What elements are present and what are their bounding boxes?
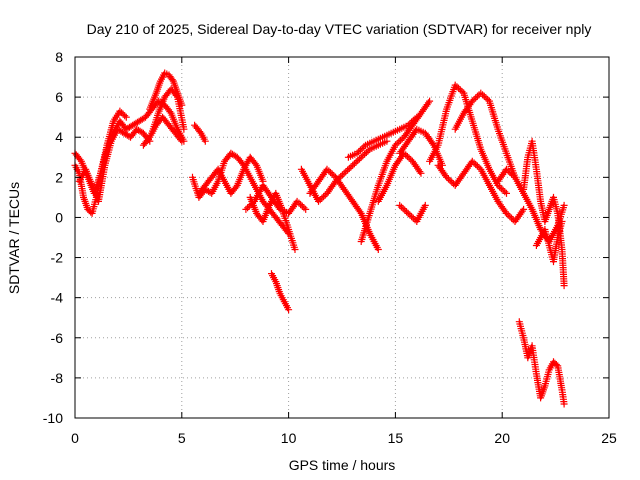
series-track-9 xyxy=(195,153,267,197)
plus-markers xyxy=(434,157,528,225)
x-axis-label: GPS time / hours xyxy=(289,457,396,473)
y-tick-label: -10 xyxy=(43,410,63,426)
y-tick-label: -2 xyxy=(51,250,64,266)
y-axis-label: SDTVAR / TECUs xyxy=(6,182,22,294)
series-track-11 xyxy=(242,181,310,217)
series-track-1 xyxy=(71,97,188,197)
x-tick-label: 25 xyxy=(601,430,617,446)
plus-markers xyxy=(139,113,186,149)
plus-markers xyxy=(374,149,425,205)
y-tick-label: 6 xyxy=(55,89,63,105)
plus-markers xyxy=(515,318,568,408)
plus-markers xyxy=(191,121,209,145)
plus-markers xyxy=(520,137,568,290)
series-track-26 xyxy=(515,318,568,408)
series-track-4 xyxy=(146,69,186,113)
series-track-17 xyxy=(396,125,446,169)
y-tick-label: 2 xyxy=(55,169,63,185)
series-track-24 xyxy=(520,137,568,290)
series-track-3 xyxy=(75,125,154,205)
plus-markers xyxy=(75,125,154,205)
series-line xyxy=(454,92,516,178)
plus-markers xyxy=(344,113,421,161)
series-track-19 xyxy=(396,201,429,225)
y-tick-label: 0 xyxy=(55,209,63,225)
y-tick-label: 4 xyxy=(55,129,63,145)
y-tick-label: -4 xyxy=(51,290,64,306)
plus-markers xyxy=(195,153,267,197)
x-tick-label: 5 xyxy=(178,430,186,446)
plus-markers xyxy=(357,97,434,245)
grid-layer xyxy=(75,57,609,418)
tick-layer xyxy=(74,56,610,419)
y-tick-labels: -10 -8 -6 -4 -2 0 2 4 6 8 xyxy=(43,49,63,426)
plus-markers xyxy=(297,137,391,205)
plus-markers xyxy=(426,81,510,197)
y-tick-label: 8 xyxy=(55,49,63,65)
series-track-20 xyxy=(426,81,510,197)
series-track-22 xyxy=(434,157,528,225)
x-tick-label: 15 xyxy=(388,430,404,446)
series-track-7 xyxy=(191,121,209,145)
y-tick-label: -6 xyxy=(51,330,64,346)
plus-markers xyxy=(396,201,429,225)
plus-markers xyxy=(71,97,188,197)
x-tick-label: 10 xyxy=(281,430,297,446)
chart-title: Day 210 of 2025, Sidereal Day-to-day VTE… xyxy=(87,21,592,37)
x-tick-label: 0 xyxy=(71,430,79,446)
y-tick-label: -8 xyxy=(51,370,64,386)
series-track-14 xyxy=(306,165,382,253)
series-line xyxy=(78,128,151,204)
x-tick-labels: 0 5 10 15 20 25 xyxy=(71,430,617,446)
series-track-16 xyxy=(344,113,421,161)
plus-markers xyxy=(268,270,293,314)
plus-markers xyxy=(242,181,310,217)
series-track-25 xyxy=(532,218,566,266)
x-tick-label: 20 xyxy=(494,430,510,446)
plot-frame xyxy=(74,56,610,419)
series-track-21 xyxy=(451,89,519,181)
series-track-12 xyxy=(268,270,293,314)
plus-markers xyxy=(451,89,519,181)
series-track-6 xyxy=(139,113,186,149)
data-layer xyxy=(71,69,568,408)
plus-markers xyxy=(532,218,566,266)
series-track-23 xyxy=(494,165,568,245)
series-track-18 xyxy=(374,149,425,205)
